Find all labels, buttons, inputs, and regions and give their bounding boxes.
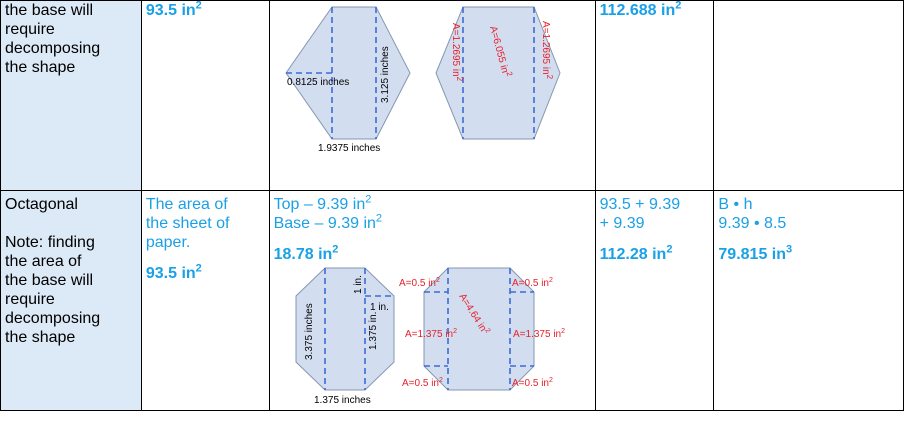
row1-shape-cell: the base will require decomposing the sh…: [0, 0, 142, 191]
octagon-corner-v-label: 1 in.: [353, 275, 364, 294]
row2-volume-value: 79.815 in3: [718, 243, 793, 263]
row2-lateral-line-2: the sheet of: [145, 215, 230, 232]
octagon-shape: [295, 267, 395, 391]
octagon-decomposed-shape: [423, 267, 535, 391]
row2-lateral-line-3: paper.: [145, 234, 191, 251]
row2-lateral-value: 93.5 in2: [145, 262, 202, 282]
row2-note-line-5: decomposing: [5, 310, 101, 327]
row1-volume-cell: [713, 0, 904, 191]
octagon-height-label: 3.375 inches: [304, 303, 315, 360]
row2-shape-cell: Octagonal Note: finding the area of the …: [0, 190, 142, 411]
row2-volume-cell: B • h 9.39 • 8.5 79.815 in3: [713, 190, 904, 411]
octagon-br-area: A=0.5 in2: [512, 377, 553, 389]
octagon-tr-area: A=0.5 in2: [512, 277, 553, 289]
row2-volume-line-2: 9.39 • 8.5: [718, 215, 787, 232]
row2-surface-area-cell: 93.5 + 9.39 + 9.39 112.28 in2: [594, 190, 715, 411]
row1-note-line-4: the shape: [5, 59, 76, 76]
hexagon-height-label: 3.125 inches: [380, 46, 391, 103]
octagon-flat: 3.375 inches 1 in. 1 in. 1.375 in. 1.375…: [295, 267, 395, 406]
octagon-mr-area: A=1.375 in2: [513, 328, 565, 340]
row1-surface-area-value: 112.688 in2: [599, 0, 682, 20]
hexagon-side-label: 0.8125 inches: [287, 77, 349, 88]
row2-bases-cell: Top – 9.39 in2 Base – 9.39 in2 18.78 in2…: [268, 190, 596, 411]
hexagon-decomposed: A=1.2695 in2 A=6.055 in2 A=1.2695 in2: [435, 6, 561, 140]
octagon-inner-height-label: 1.375 in.: [368, 312, 379, 350]
hexagon-right-area: A=1.2695 in2: [540, 21, 554, 80]
octagon-width-label: 1.375 inches: [314, 395, 371, 406]
row1-lateral-value: 93.5 in2: [145, 0, 202, 20]
hexagon-diagram: 0.8125 inches 3.125 inches 1.9375 inches…: [284, 6, 561, 154]
octagon-decomposed: A=0.5 in2 A=0.5 in2 A=1.375 in2 A=1.375 …: [399, 267, 565, 391]
table-row-octagonal: Octagonal Note: finding the area of the …: [0, 190, 904, 411]
row2-note-line-4: require: [5, 291, 55, 308]
row1-lateral-cell: 93.5 in2: [140, 0, 270, 191]
octagon-diagram: 3.375 inches 1 in. 1 in. 1.375 in. 1.375…: [295, 267, 565, 406]
row1-note-line-3: decomposing: [5, 40, 101, 57]
row2-surface-line-2: + 9.39: [599, 215, 645, 232]
row2-shape-title: Octagonal: [5, 196, 78, 213]
row2-lateral-line-1: The area of: [145, 196, 228, 213]
hexagon-flat: 0.8125 inches 3.125 inches 1.9375 inches: [284, 6, 411, 154]
row2-note-line-6: the shape: [5, 329, 76, 346]
hexagon-left-area: A=1.2695 in2: [450, 23, 464, 82]
row1-bases-cell: 0.8125 inches 3.125 inches 1.9375 inches…: [268, 0, 596, 191]
row2-bases-total: 18.78 in2: [273, 243, 339, 263]
octagon-corner-h-label: 1 in.: [370, 302, 389, 313]
octagon-tl-area: A=0.5 in2: [399, 277, 440, 289]
row2-base-area: Base – 9.39 in2: [273, 212, 383, 232]
row2-note-line-2: the area of: [5, 253, 82, 270]
hexagon-width-label: 1.9375 inches: [318, 143, 380, 154]
row2-surface-area-value: 112.28 in2: [599, 243, 673, 263]
hexagon-shape: [284, 6, 411, 140]
row1-surface-area-cell: 112.688 in2: [594, 0, 715, 191]
row2-lateral-cell: The area of the sheet of paper. 93.5 in2: [140, 190, 270, 411]
octagon-ml-area: A=1.375 in2: [405, 328, 457, 340]
row2-note-line-1: Note: finding: [5, 234, 95, 251]
row2-note-line-3: the base will: [5, 272, 94, 289]
row2-top-area: Top – 9.39 in2: [273, 193, 372, 213]
data-table: the base will require decomposing the sh…: [0, 0, 904, 411]
row2-volume-line-1: B • h: [718, 196, 753, 213]
table-row-hexagonal: the base will require decomposing the sh…: [0, 0, 904, 191]
row1-note-line-2: require: [5, 21, 55, 38]
row2-surface-line-1: 93.5 + 9.39: [599, 196, 681, 213]
row1-note-line-1: the base will: [5, 2, 94, 19]
octagon-bl-area: A=0.5 in2: [402, 377, 443, 389]
